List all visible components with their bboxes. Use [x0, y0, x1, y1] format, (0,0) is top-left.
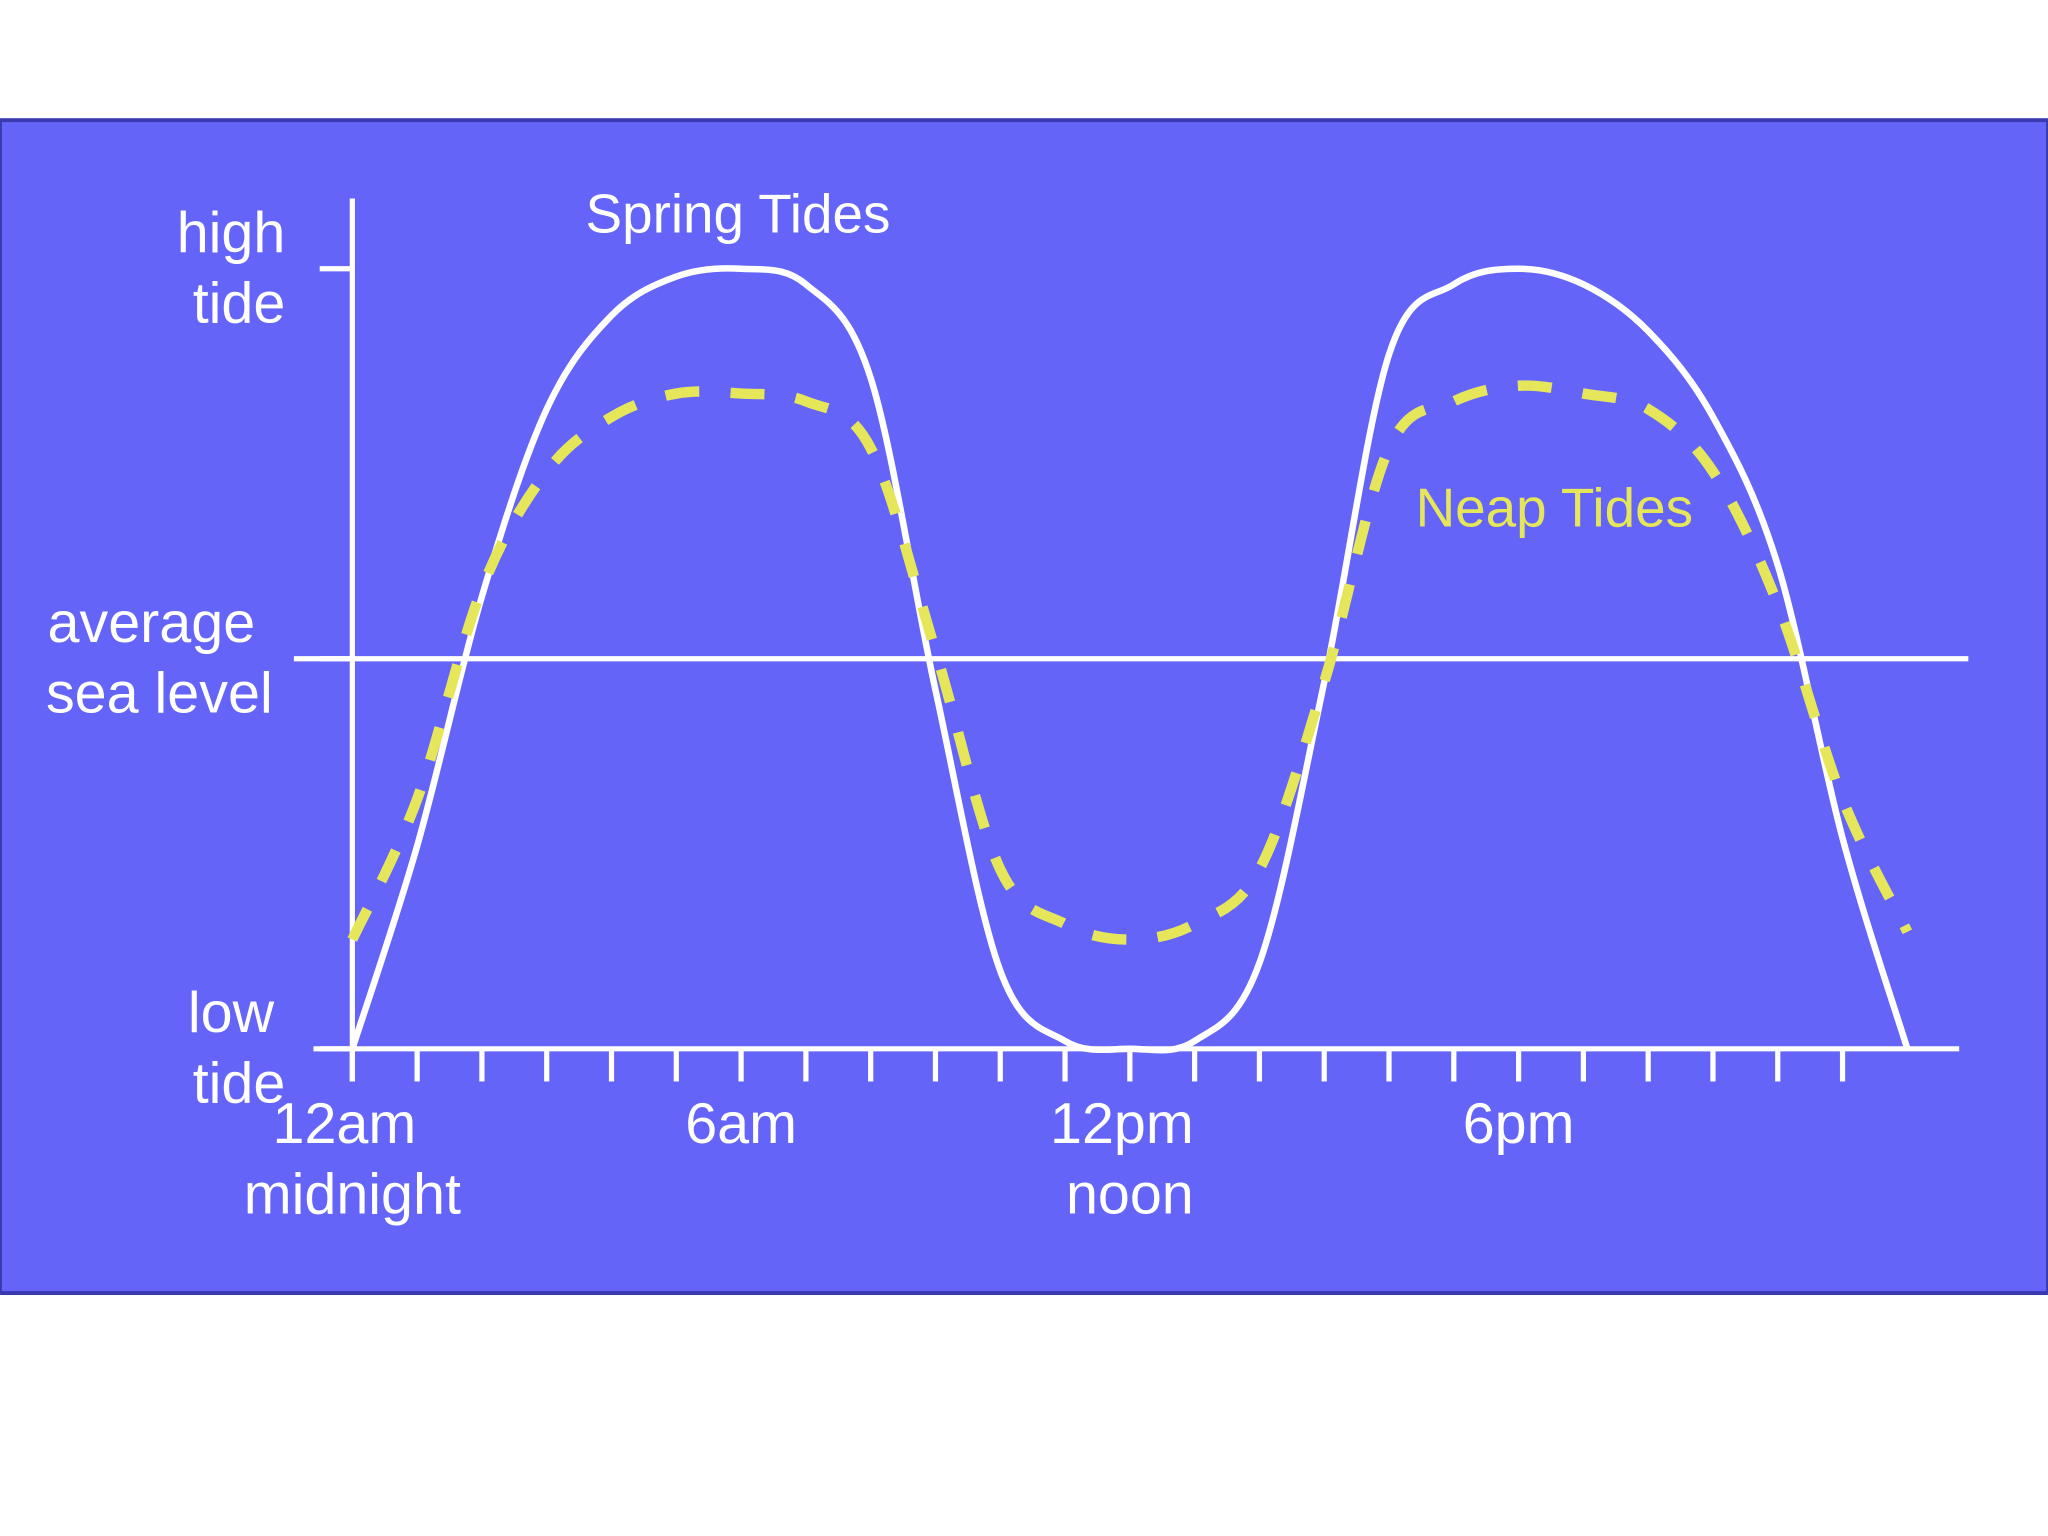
y-tick-label: average sea level [46, 591, 273, 726]
x-tick-label: 6pm [1463, 1092, 1575, 1156]
series-label: Spring Tides [586, 182, 891, 244]
chart-panel [0, 118, 2048, 1296]
x-tick-label: 12pm noon [1050, 1092, 1210, 1227]
x-tick-label: 6am [685, 1092, 797, 1156]
series-line [349, 265, 1911, 1054]
y-tick-label: high tide [177, 201, 302, 336]
series-label: Neap Tides [1416, 476, 1693, 538]
y-tick-label: low tide [188, 981, 290, 1116]
x-tick-label: 12am midnight [244, 1092, 461, 1227]
